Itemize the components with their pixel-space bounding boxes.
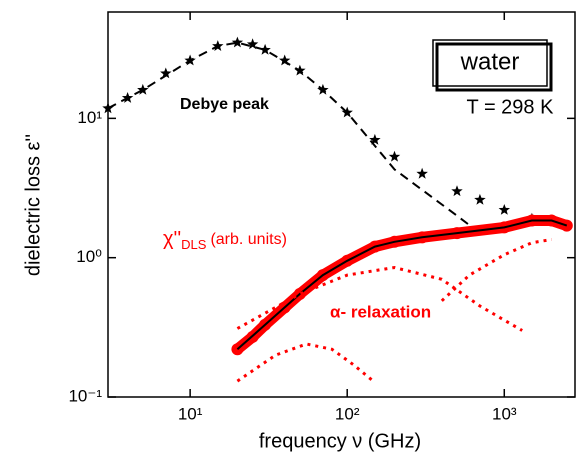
alpha-label: α- relaxation: [330, 302, 431, 321]
star-point: [160, 67, 172, 79]
dot-line: [236, 342, 376, 384]
dot-line: [236, 265, 523, 332]
star-point: [451, 185, 463, 197]
y-tick-label: 10⁰: [76, 247, 102, 266]
star-point: [474, 193, 486, 205]
star-point: [246, 38, 259, 50]
chi-sub: DLS: [181, 237, 207, 252]
y-axis-label: dielectric loss ε'': [22, 134, 44, 276]
star-point: [259, 43, 271, 55]
solid-line: [236, 219, 568, 351]
chi: χ'': [163, 228, 181, 250]
chi-label: χ''DLS (arb. units): [163, 228, 287, 252]
dash-line: [107, 41, 481, 234]
star-point: [416, 167, 428, 179]
x-tick-label: 10²: [335, 404, 360, 423]
star-point: [279, 54, 291, 66]
x-tick-label: 10¹: [178, 404, 203, 423]
star-point: [137, 83, 149, 95]
x-axis-label: frequency ν (GHz): [259, 430, 421, 452]
water-label: water: [460, 48, 520, 75]
y-tick-label: 10⁻¹: [68, 386, 102, 405]
water-box: [432, 39, 548, 87]
chi-units: (arb. units): [210, 231, 286, 248]
debye-label: Debye peak: [180, 96, 269, 113]
plot-frame: [107, 11, 576, 398]
star-point: [498, 204, 510, 215]
dot-line: [440, 238, 552, 302]
water-box-shadow: [435, 42, 553, 92]
star-point: [369, 133, 381, 145]
temperature-label: T = 298 K: [467, 96, 555, 118]
star-point: [388, 150, 401, 162]
x-tick-label: 10³: [492, 404, 517, 423]
y-tick-label: 10¹: [77, 108, 102, 127]
star-point: [231, 36, 244, 48]
